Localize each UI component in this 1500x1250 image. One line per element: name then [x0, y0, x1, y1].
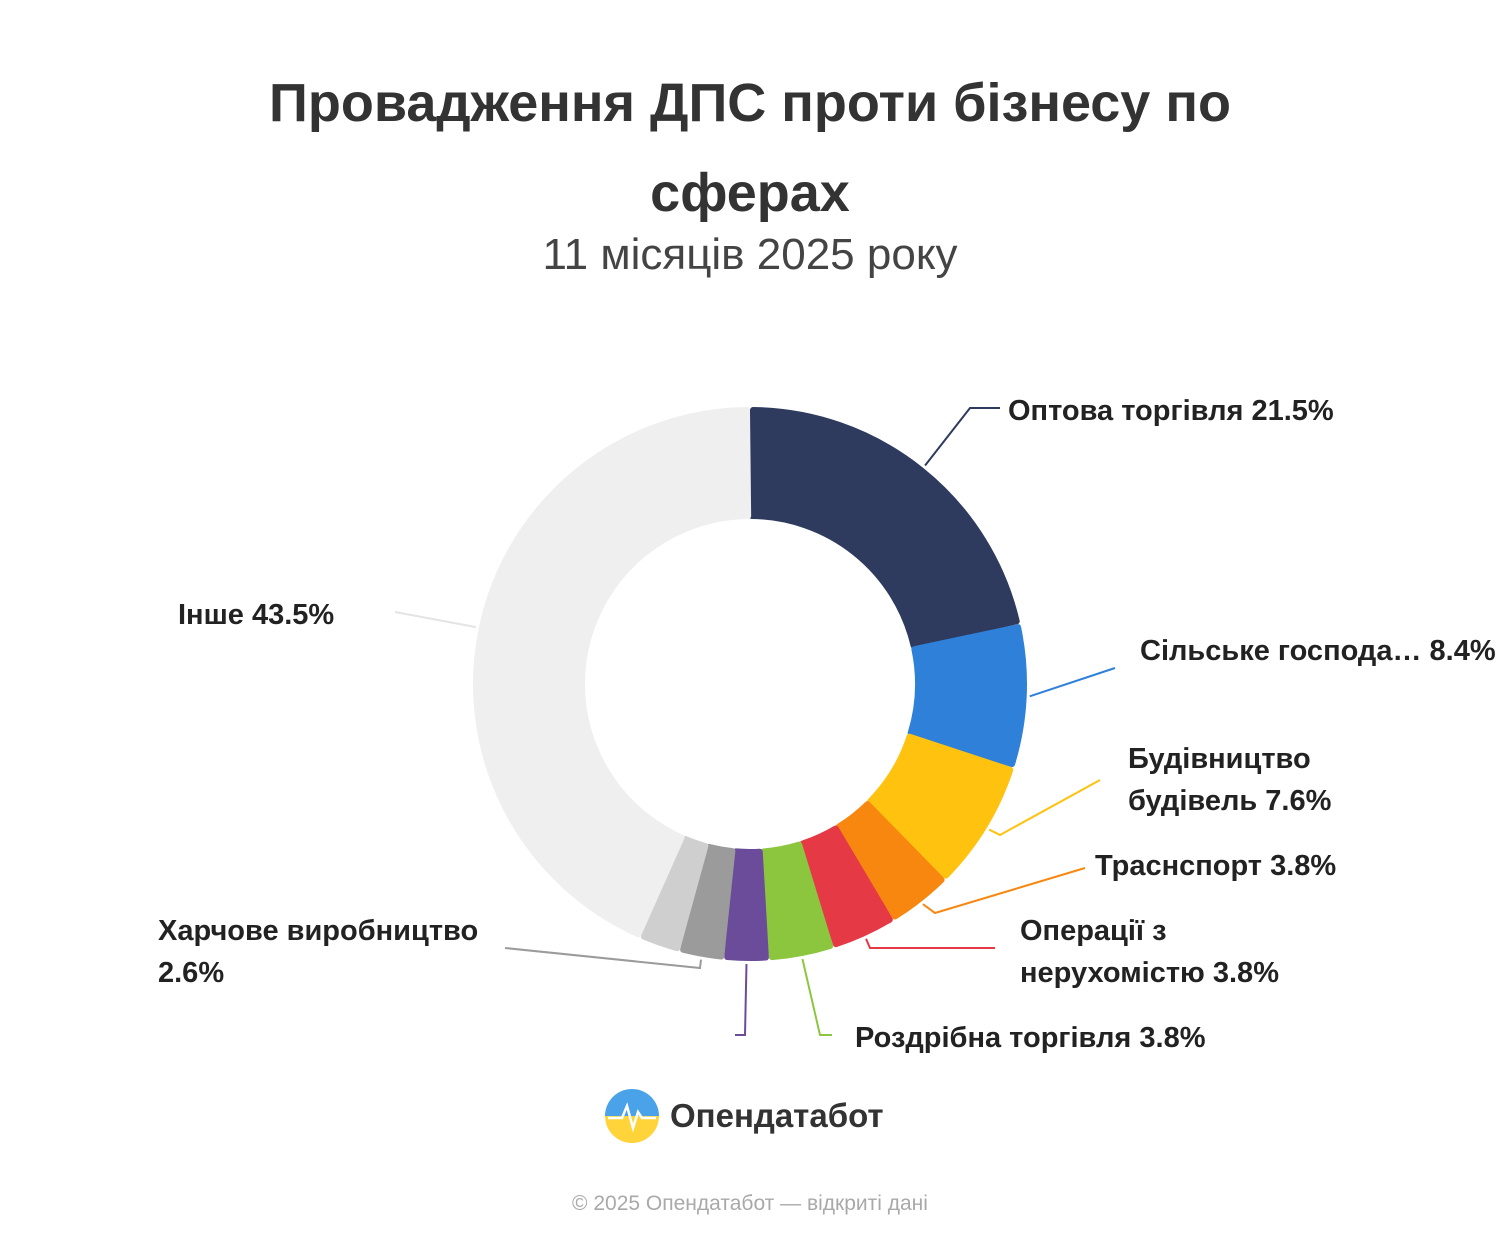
- leader-line: [988, 779, 1101, 837]
- logo-text: Опендатабот: [670, 1097, 884, 1134]
- label-value: 3.8%: [1270, 850, 1337, 882]
- leader-line: [1029, 667, 1116, 698]
- donut-segment: [748, 407, 1020, 649]
- donut-segment: [724, 848, 769, 961]
- data-label: Інше 43.5%: [178, 594, 334, 636]
- leader-line: [922, 867, 1086, 915]
- leader-line: [504, 947, 702, 970]
- label-name: Роздрібна торгівля: [855, 1022, 1132, 1054]
- donut-segment: [835, 801, 945, 920]
- label-name: Траснспорт: [1095, 850, 1262, 882]
- label-name: Сільське господа…: [1140, 635, 1422, 667]
- donut-segment: [907, 624, 1027, 768]
- data-label: Харчове виробництво 2.6%: [158, 910, 488, 994]
- leader-line: [394, 611, 477, 629]
- label-value: 2.6%: [158, 957, 225, 989]
- label-value: 43.5%: [251, 599, 335, 631]
- label-name: Операції з нерухомістю: [1020, 915, 1205, 989]
- label-value: 3.8%: [1139, 1022, 1206, 1054]
- leader-line: [735, 963, 748, 1036]
- data-label: Оптова торгівля 21.5%: [1008, 390, 1334, 432]
- leader-line: [801, 958, 832, 1036]
- donut-segment: [640, 835, 709, 952]
- footer: © 2025 Опендатабот — відкриті дані: [572, 1192, 928, 1215]
- donut-segment: [799, 825, 893, 948]
- label-name: Будівництво будівель: [1128, 743, 1311, 817]
- data-label: Сільське господа… 8.4%: [1140, 630, 1496, 672]
- leader-line: [865, 938, 995, 949]
- data-label: Будівництво будівель 7.6%: [1128, 738, 1388, 822]
- donut-segment: [760, 841, 834, 961]
- data-label: Операції з нерухомістю 3.8%: [1020, 910, 1340, 994]
- label-name: Інше: [178, 599, 244, 631]
- label-value: 8.4%: [1429, 635, 1496, 667]
- donut-segment: [680, 843, 736, 960]
- leader-line: [924, 407, 1000, 467]
- label-value: 3.8%: [1212, 957, 1279, 989]
- chart-subtitle: 11 місяців 2025 року: [542, 230, 958, 279]
- data-label: Роздрібна торгівля 3.8%: [855, 1017, 1206, 1059]
- data-label: Траснспорт 3.8%: [1095, 845, 1336, 887]
- label-name: Харчове виробництво: [158, 915, 479, 947]
- donut-segment: [473, 407, 752, 938]
- label-value: 7.6%: [1265, 785, 1332, 817]
- label-value: 21.5%: [1251, 395, 1334, 427]
- label-name: Оптова торгівля: [1008, 395, 1244, 427]
- logo-icon: [605, 1089, 659, 1143]
- donut-segment: [867, 733, 1014, 879]
- logo: Опендатабот: [604, 1088, 884, 1144]
- chart-title: Провадження ДПС проти бізнесу по сферах: [269, 73, 1231, 223]
